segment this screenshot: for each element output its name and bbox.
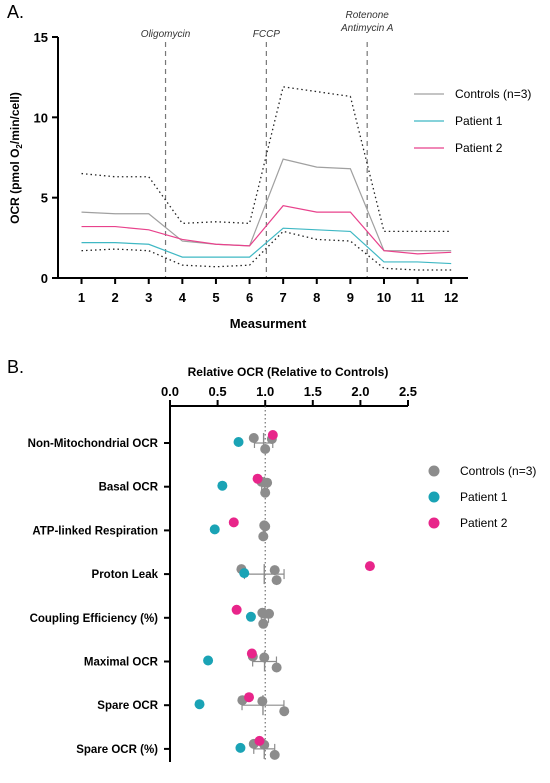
patient-point: [246, 648, 257, 659]
category-label: Spare OCR: [97, 700, 158, 712]
y-axis-label-main: OCR (pmol O: [8, 149, 22, 224]
y-tick-label: 10: [34, 110, 48, 125]
control-point: [258, 531, 269, 542]
category-label: Non-Mitochondrial OCR: [28, 438, 159, 450]
y-axis-label: OCR (pmol O2/min/cell): [8, 92, 24, 224]
x-tick-label: 6: [246, 290, 253, 305]
x-tick-label: 2: [112, 290, 119, 305]
control-point: [260, 444, 271, 454]
panel-b-title: Relative OCR (Relative to Controls): [188, 365, 389, 379]
control-point: [257, 696, 268, 707]
category-label: Maximal OCR: [84, 657, 159, 669]
series-line: [81, 227, 452, 265]
y-tick-label: 5: [41, 191, 48, 206]
series-line: [81, 205, 452, 255]
category-label: Coupling Efficiency (%): [30, 613, 159, 625]
control-point: [264, 608, 275, 619]
control-point: [259, 652, 270, 663]
y-axis-label-tail: /min/cell): [8, 92, 22, 144]
panel-a: A. Oligomycin FCCP Rotenone Antimycin A 0 5 1…: [7, 2, 531, 331]
legend-label: Patient 1: [460, 490, 508, 504]
x-tick-label: 0.0: [161, 384, 179, 399]
legend-label: Patient 1: [455, 114, 503, 128]
patient-point: [235, 742, 246, 753]
legend-label: Patient 2: [460, 516, 508, 530]
category-label: Proton Leak: [92, 569, 159, 581]
patient-point: [267, 430, 278, 440]
sd-band-line: [81, 86, 452, 233]
series-lines: [81, 158, 452, 265]
patient-point: [228, 517, 239, 528]
control-point: [269, 565, 280, 576]
x-tick-label: 11: [411, 290, 425, 305]
patient-point: [254, 735, 265, 746]
x-tick-label: 4: [179, 290, 187, 305]
panel-a-label: A.: [7, 2, 24, 22]
panel-b-label: B.: [7, 357, 24, 377]
control-point: [271, 662, 282, 673]
y-axis-label-subscript: 2: [15, 144, 24, 149]
patient-point: [252, 473, 263, 484]
panel-b-legend: Controls (n=3) Patient 1 Patient 2: [428, 464, 536, 530]
injection-label: Oligomycin: [141, 29, 191, 40]
x-tick-label: 2.5: [399, 384, 417, 399]
x-tick-label: 1.0: [256, 384, 274, 399]
control-point: [258, 618, 269, 629]
category-label: ATP-linked Respiration: [32, 525, 158, 537]
x-tick-label: 0.5: [209, 384, 227, 399]
control-point: [269, 749, 280, 760]
x-tick-label: 3: [145, 290, 152, 305]
legend-marker: [428, 465, 440, 477]
sd-band-line: [81, 230, 452, 271]
legend-label: Controls (n=3): [455, 87, 531, 101]
x-tick-label: 7: [280, 290, 287, 305]
control-point: [279, 706, 290, 717]
patient-point: [231, 604, 242, 615]
patient-point: [209, 524, 220, 535]
panel-b-points: [194, 430, 375, 760]
category-label: Spare OCR (%): [76, 744, 158, 756]
x-tick-label: 8: [313, 290, 320, 305]
x-axis-label: Measurment: [230, 316, 307, 331]
category-label: Basal OCR: [99, 482, 159, 494]
x-tick-label: 5: [212, 290, 219, 305]
injection-lines: Oligomycin FCCP Rotenone Antimycin A: [141, 10, 394, 278]
panel-b: B. Relative OCR (Relative to Controls) 0…: [7, 357, 536, 762]
patient-point: [364, 561, 375, 572]
band-lines: [81, 86, 452, 271]
panel-a-legend: Controls (n=3) Patient 1 Patient 2: [414, 87, 531, 155]
legend-marker: [428, 491, 440, 503]
patient-point: [233, 437, 244, 447]
x-tick-label: 1.5: [304, 384, 322, 399]
patient-point: [194, 699, 205, 710]
y-tick-label: 0: [41, 271, 48, 286]
control-point: [248, 433, 259, 443]
patient-point: [203, 655, 214, 666]
control-point: [271, 575, 282, 586]
patient-point: [245, 611, 256, 622]
panel-b-axes: 0.0 0.5 1.0 1.5 2.0 2.5 Non-Mitochondrial OCR B…: [28, 384, 417, 762]
patient-point: [217, 480, 228, 491]
y-tick-label: 15: [34, 30, 48, 45]
injection-label: Rotenone: [345, 10, 389, 21]
x-tick-label: 10: [377, 290, 391, 305]
patient-point: [239, 568, 250, 579]
x-tick-label: 9: [347, 290, 354, 305]
x-tick-label: 12: [444, 290, 458, 305]
legend-label: Patient 2: [455, 141, 503, 155]
x-tick-label: 1: [78, 290, 85, 305]
injection-label: FCCP: [253, 29, 281, 40]
legend-marker: [428, 517, 440, 529]
injection-label-line2: Antimycin A: [340, 23, 394, 34]
x-tick-label: 2.0: [351, 384, 369, 399]
legend-label: Controls (n=3): [460, 464, 536, 478]
control-point: [262, 477, 273, 488]
control-point: [260, 521, 271, 532]
patient-point: [244, 692, 255, 703]
control-point: [260, 487, 271, 498]
